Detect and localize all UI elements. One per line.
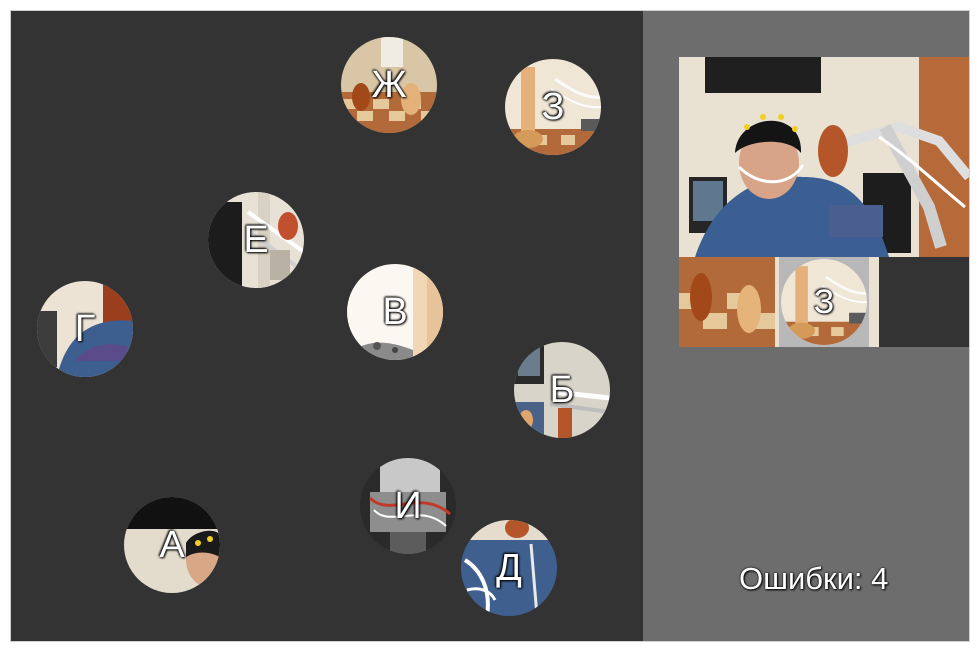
puzzle-piece-g[interactable]: Г xyxy=(37,281,133,377)
empty-slot[interactable] xyxy=(879,257,969,347)
piece-label: Д xyxy=(496,546,522,589)
puzzle-piece-e[interactable]: Е xyxy=(208,192,304,288)
piece-label: З xyxy=(541,85,565,128)
piece-label: Г xyxy=(74,307,96,350)
piece-image xyxy=(124,497,220,593)
piece-label: Ж xyxy=(371,63,407,106)
piece-image xyxy=(514,342,610,438)
sidebar-panel: З Ошибки: 4 xyxy=(643,11,969,641)
reference-image: З xyxy=(679,57,969,347)
puzzle-piece-v[interactable]: В xyxy=(347,264,443,360)
puzzle-piece-zh[interactable]: Ж xyxy=(341,37,437,133)
play-board: Ж З xyxy=(11,11,643,641)
piece-label: А xyxy=(159,523,185,566)
piece-image xyxy=(341,37,437,133)
piece-image xyxy=(347,264,443,360)
puzzle-piece-d[interactable]: Д xyxy=(461,520,557,616)
puzzle-piece-b[interactable]: Б xyxy=(514,342,610,438)
slot-filled[interactable]: З xyxy=(779,257,869,347)
piece-image xyxy=(360,458,456,554)
placed-piece-z: З xyxy=(781,259,867,345)
piece-label: И xyxy=(394,484,422,527)
reference-photo xyxy=(679,57,969,347)
piece-label: З xyxy=(813,282,835,321)
piece-label: Б xyxy=(549,368,575,411)
piece-image xyxy=(781,259,867,345)
piece-label: В xyxy=(382,290,408,333)
piece-image xyxy=(208,192,304,288)
puzzle-game: Ж З xyxy=(10,10,970,642)
piece-image xyxy=(37,281,133,377)
piece-image xyxy=(505,59,601,155)
puzzle-piece-i[interactable]: И xyxy=(360,458,456,554)
piece-image xyxy=(461,520,557,616)
puzzle-piece-z[interactable]: З xyxy=(505,59,601,155)
piece-label: Е xyxy=(243,218,269,261)
error-counter: Ошибки: 4 xyxy=(739,561,889,596)
puzzle-piece-a[interactable]: А xyxy=(124,497,220,593)
